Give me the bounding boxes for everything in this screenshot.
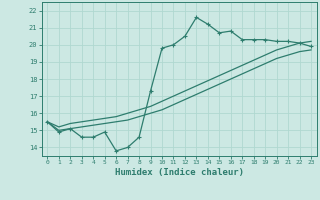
X-axis label: Humidex (Indice chaleur): Humidex (Indice chaleur) (115, 168, 244, 177)
